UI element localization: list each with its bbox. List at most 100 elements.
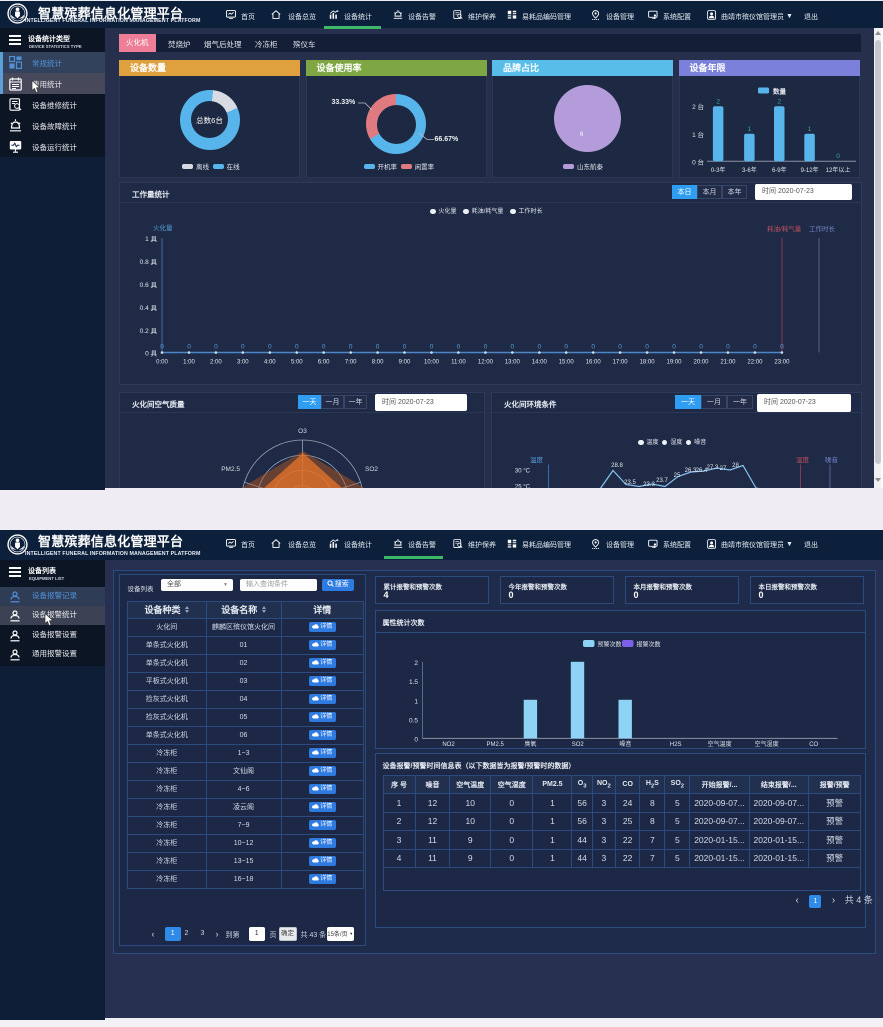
svg-text:1 台: 1 台 [692,130,704,139]
svg-text:臭氧: 臭氧 [524,740,536,748]
svg-text:CO: CO [809,742,818,748]
svg-text:0.4 具: 0.4 具 [140,304,158,312]
svg-text:0: 0 [564,344,568,351]
svg-text:0 台: 0 台 [692,158,704,167]
svg-text:3-6年: 3-6年 [742,166,757,174]
svg-text:2: 2 [414,660,418,667]
svg-text:0: 0 [241,344,245,351]
svg-text:0 具: 0 具 [145,350,157,358]
svg-text:1: 1 [747,126,751,133]
svg-text:温度: 温度 [530,455,544,464]
svg-text:0: 0 [672,344,676,351]
svg-text:0:00: 0:00 [156,360,168,366]
svg-text:22:00: 22:00 [747,360,763,366]
svg-text:0: 0 [214,344,218,351]
svg-text:0.5: 0.5 [408,717,417,724]
svg-text:0: 0 [295,344,299,351]
svg-text:数量: 数量 [773,87,787,96]
svg-text:0: 0 [160,344,164,351]
svg-text:28: 28 [732,463,739,469]
svg-text:0: 0 [376,344,380,351]
svg-text:1 具: 1 具 [145,235,157,243]
svg-text:0: 0 [753,344,757,351]
svg-text:2: 2 [716,99,720,106]
svg-text:16:00: 16:00 [586,360,602,366]
svg-text:2:00: 2:00 [210,360,222,366]
svg-text:噪音: 噪音 [619,740,631,748]
svg-text:0-3年: 0-3年 [710,166,725,174]
svg-text:26.4: 26.4 [696,468,708,474]
svg-text:0: 0 [591,344,595,351]
svg-text:0.8 具: 0.8 具 [140,258,158,266]
svg-text:火化量: 火化量 [153,223,173,232]
svg-text:0: 0 [349,344,353,351]
svg-text:0: 0 [457,344,461,351]
svg-text:0: 0 [403,344,407,351]
svg-text:0: 0 [780,344,784,351]
svg-text:2 台: 2 台 [692,102,704,111]
svg-text:23.7: 23.7 [656,478,668,484]
svg-text:0: 0 [510,344,514,351]
svg-text:21:00: 21:00 [720,360,736,366]
svg-text:0: 0 [484,344,488,351]
svg-text:14:00: 14:00 [532,360,548,366]
svg-text:SO2: SO2 [571,742,584,748]
svg-text:PM2.5: PM2.5 [486,742,504,748]
svg-text:25 °C: 25 °C [515,485,531,491]
svg-text:空气温度: 空气温度 [707,740,731,748]
svg-text:13:00: 13:00 [505,360,521,366]
svg-text:SO2: SO2 [365,466,378,473]
svg-text:23.3: 23.3 [643,482,655,488]
svg-text:工作时长: 工作时长 [809,224,836,233]
svg-text:耗油/耗气量: 耗油/耗气量 [767,224,802,233]
svg-text:0: 0 [414,736,418,743]
svg-text:27.3: 27.3 [707,465,719,471]
svg-text:15:00: 15:00 [559,360,575,366]
svg-text:0: 0 [187,344,191,351]
svg-text:0: 0 [645,344,649,351]
svg-text:4:00: 4:00 [264,360,276,366]
svg-text:湿度: 湿度 [796,455,810,464]
svg-text:12:00: 12:00 [478,360,494,366]
svg-text:12年以上: 12年以上 [825,166,850,174]
svg-text:9-12年: 9-12年 [800,166,818,174]
svg-text:19:00: 19:00 [666,360,682,366]
svg-text:17:00: 17:00 [613,360,629,366]
svg-text:0: 0 [537,344,541,351]
svg-text:0: 0 [618,344,622,351]
svg-text:28.8: 28.8 [611,463,623,469]
svg-text:9:00: 9:00 [399,360,411,366]
svg-text:0: 0 [322,344,326,351]
svg-text:8:00: 8:00 [372,360,384,366]
svg-text:5:00: 5:00 [291,360,303,366]
svg-text:0: 0 [836,153,840,160]
svg-text:1.5: 1.5 [408,679,417,686]
svg-text:6:00: 6:00 [318,360,330,366]
svg-text:10:00: 10:00 [424,360,440,366]
svg-text:0.2 具: 0.2 具 [140,327,158,335]
svg-text:0: 0 [430,344,434,351]
svg-text:11:00: 11:00 [451,360,466,366]
svg-text:23:00: 23:00 [774,360,790,366]
svg-text:7:00: 7:00 [345,360,357,366]
svg-text:预警次数: 预警次数 [597,640,621,648]
svg-text:空气湿度: 空气湿度 [754,740,778,748]
svg-text:H2S: H2S [669,742,681,748]
svg-text:6-9年: 6-9年 [771,166,786,174]
svg-text:27: 27 [720,466,727,472]
svg-text:25: 25 [674,473,681,479]
svg-text:0: 0 [699,344,703,351]
svg-text:报警次数: 报警次数 [636,640,660,648]
svg-text:O3: O3 [298,428,307,435]
svg-text:3:00: 3:00 [237,360,249,366]
svg-text:噪音: 噪音 [825,455,839,464]
svg-text:26.3: 26.3 [685,468,697,474]
svg-text:1:00: 1:00 [183,360,195,366]
svg-text:NO2: NO2 [442,742,455,748]
svg-text:0.6 具: 0.6 具 [140,281,158,289]
svg-text:0: 0 [726,344,730,351]
svg-text:1: 1 [807,126,811,133]
svg-text:1: 1 [414,698,418,705]
svg-text:PM2.5: PM2.5 [221,466,240,473]
svg-text:2: 2 [777,99,781,106]
